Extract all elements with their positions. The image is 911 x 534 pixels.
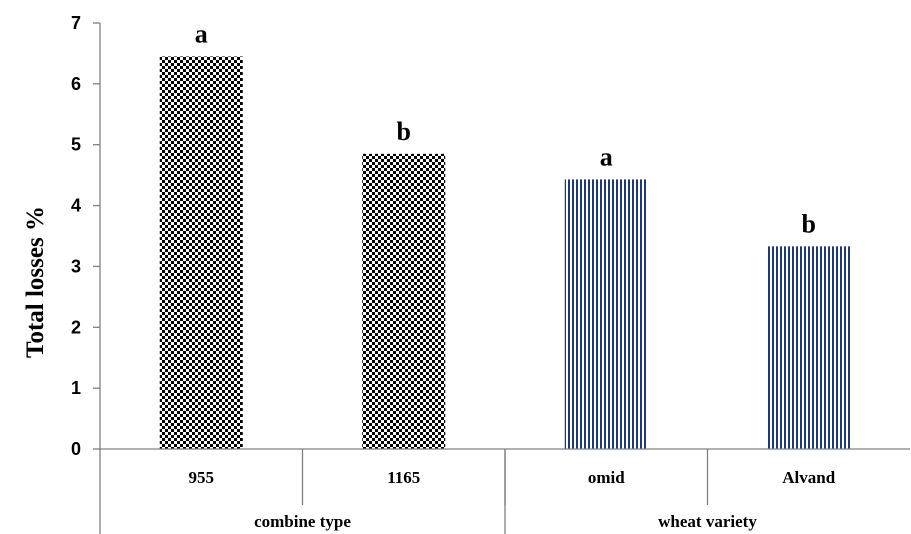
y-tick-label: 4 (71, 196, 81, 216)
significance-label: b (397, 117, 411, 146)
x-axis: 955 1165 omid Alvand combine type wheat varie… (99, 448, 910, 534)
bar-alvand (767, 246, 851, 449)
y-axis-title: Total losses % (22, 206, 49, 358)
y-tick-label: 0 (71, 439, 81, 459)
x-category-label: 955 (189, 468, 215, 487)
significance-label: b (802, 209, 816, 238)
significance-label: a (600, 142, 613, 171)
y-tick-label: 7 (71, 13, 81, 33)
x-group-label: wheat variety (658, 512, 757, 531)
y-tick-label: 1 (71, 378, 81, 398)
x-category-label: 1165 (387, 468, 420, 487)
x-category-label: omid (588, 468, 625, 487)
y-axis: 0 1 2 3 4 5 6 7 (71, 13, 101, 459)
y-tick-label: 6 (71, 74, 81, 94)
bars: a b a b (159, 19, 851, 450)
y-tick-label: 5 (71, 135, 81, 155)
y-tick-label: 3 (71, 256, 81, 276)
x-group-label: combine type (254, 512, 351, 531)
bar-955 (159, 56, 243, 449)
x-category-label: Alvand (782, 468, 835, 487)
bar-omid (564, 179, 648, 449)
significance-label: a (195, 19, 208, 48)
bar-1165 (362, 153, 446, 450)
y-tick-label: 2 (71, 317, 81, 337)
